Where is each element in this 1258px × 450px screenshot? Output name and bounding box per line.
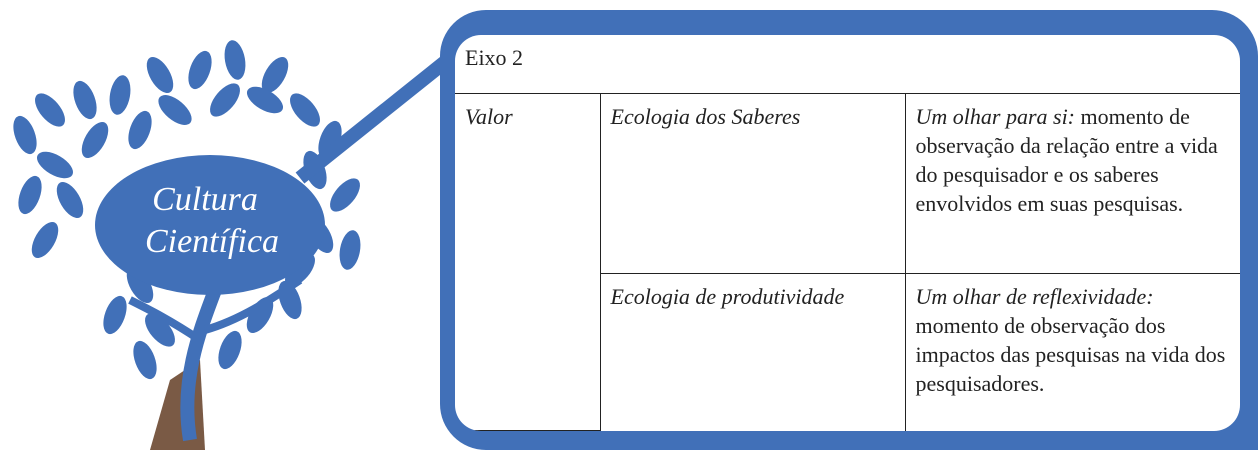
table: Eixo 2 Valor Ecologia dos Saberes Um olh… — [455, 35, 1240, 431]
leaf — [210, 83, 240, 117]
table-title: Eixo 2 — [455, 35, 1240, 94]
leaf — [145, 313, 175, 347]
branch — [180, 287, 222, 442]
leaf — [278, 280, 302, 320]
lead: Um olhar de reflexividade: — [915, 283, 1154, 309]
leaf — [330, 178, 360, 212]
leaf — [109, 75, 131, 115]
leaf — [31, 221, 59, 259]
leaf — [73, 80, 97, 120]
text: momento de observação da relação entre a… — [915, 103, 1218, 216]
leaf — [339, 230, 361, 270]
leaf — [261, 56, 289, 94]
leaf — [146, 56, 174, 94]
logo: Cultura Científica — [13, 40, 455, 450]
table-panel: Eixo 2 Valor Ecologia dos Saberes Um olh… — [455, 35, 1240, 431]
leaf — [188, 50, 212, 90]
leaf — [224, 40, 246, 80]
leaves — [13, 40, 361, 380]
category: Valor — [455, 92, 601, 431]
leaf — [246, 296, 274, 334]
lead: Um olhar para si: — [915, 103, 1076, 129]
description: Um olhar de reflexividade: momento de ob… — [904, 272, 1240, 431]
leaf — [218, 330, 242, 370]
ecology: Ecologia dos Saberes — [599, 92, 906, 274]
ecology: Ecologia de produtividade — [600, 272, 906, 431]
leaf — [103, 295, 127, 335]
text: momento de observação dos impactos das p… — [915, 312, 1226, 396]
leaf — [56, 181, 84, 219]
description: Um olhar para si: momento de observação … — [904, 92, 1240, 274]
leaf — [13, 115, 37, 155]
branch — [128, 296, 203, 344]
leaf — [246, 86, 284, 114]
leaf — [158, 95, 192, 125]
logo-text: Cultura — [152, 181, 258, 218]
leaf — [133, 340, 157, 380]
leaf — [290, 93, 320, 127]
logo-text: Científica — [145, 223, 279, 260]
leaf — [128, 110, 152, 150]
logo-ellipse — [95, 155, 325, 295]
leaf — [36, 151, 74, 179]
leaf — [81, 121, 109, 159]
leaf — [18, 175, 42, 215]
connector — [295, 52, 455, 184]
leaf — [35, 93, 65, 127]
